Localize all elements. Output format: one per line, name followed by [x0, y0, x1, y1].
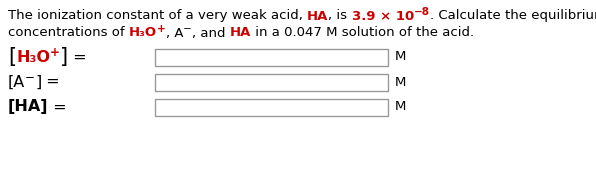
Text: , and: , and [192, 26, 229, 40]
Text: H₃O: H₃O [129, 26, 157, 40]
Text: =: = [48, 100, 67, 115]
Text: 3.9 × 10: 3.9 × 10 [352, 9, 414, 23]
Text: +: + [50, 47, 60, 59]
Text: +: + [157, 24, 166, 34]
Text: −8: −8 [414, 7, 430, 17]
Text: M: M [395, 50, 406, 64]
Text: [A: [A [8, 74, 25, 90]
Text: HA: HA [307, 9, 328, 23]
Text: [: [ [8, 47, 16, 67]
Text: −: − [183, 24, 192, 34]
Text: ]: ] [60, 47, 68, 67]
Text: , is: , is [328, 9, 352, 23]
Text: [HA]: [HA] [8, 100, 48, 115]
Text: concentrations of: concentrations of [8, 26, 129, 40]
Text: The ionization constant of a very weak acid,: The ionization constant of a very weak a… [8, 9, 307, 23]
Text: M: M [395, 100, 406, 113]
FancyBboxPatch shape [155, 74, 388, 91]
Text: in a 0.047 M solution of the acid.: in a 0.047 M solution of the acid. [251, 26, 474, 40]
Text: HA: HA [229, 26, 251, 40]
FancyBboxPatch shape [155, 98, 388, 115]
FancyBboxPatch shape [155, 49, 388, 66]
Text: =: = [41, 74, 60, 90]
Text: ]: ] [35, 74, 41, 90]
Text: . Calculate the equilibrium: . Calculate the equilibrium [430, 9, 596, 23]
Text: , A: , A [166, 26, 183, 40]
Text: −: − [25, 71, 35, 84]
Text: M: M [395, 76, 406, 88]
Text: H₃O: H₃O [16, 50, 50, 64]
Text: =: = [68, 50, 87, 64]
